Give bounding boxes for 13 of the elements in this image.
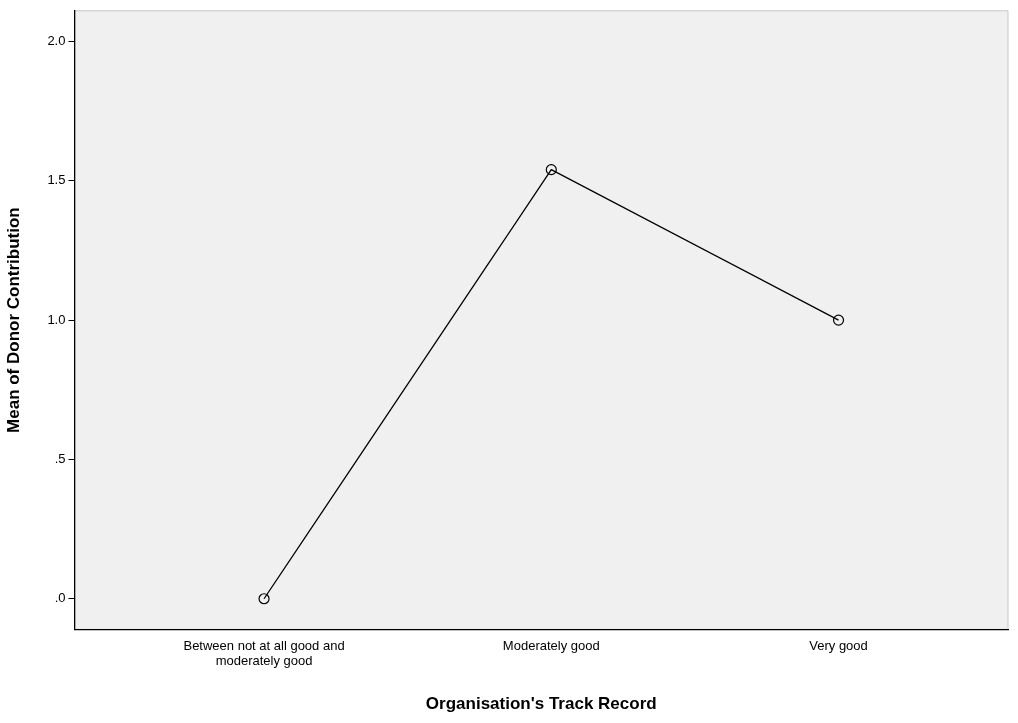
y-tick-label: .0	[54, 590, 66, 606]
y-tick-label: .5	[54, 451, 66, 466]
x-axis-title: Organisation's Track Record	[425, 694, 657, 714]
x-tick-label: Between not at all good and moderately good	[183, 637, 345, 669]
x-tick-label: Moderately good	[502, 637, 600, 653]
y-tick-label: 2.0	[47, 33, 66, 49]
y-tick-label: 1.5	[47, 172, 66, 188]
point	[545, 164, 557, 176]
y-tick-label: 1.0	[47, 311, 66, 327]
point	[832, 314, 845, 326]
y-axis-title: Mean of Donor Contribution	[3, 207, 23, 433]
point	[258, 593, 270, 605]
x-tick-label: Very good	[809, 637, 868, 653]
